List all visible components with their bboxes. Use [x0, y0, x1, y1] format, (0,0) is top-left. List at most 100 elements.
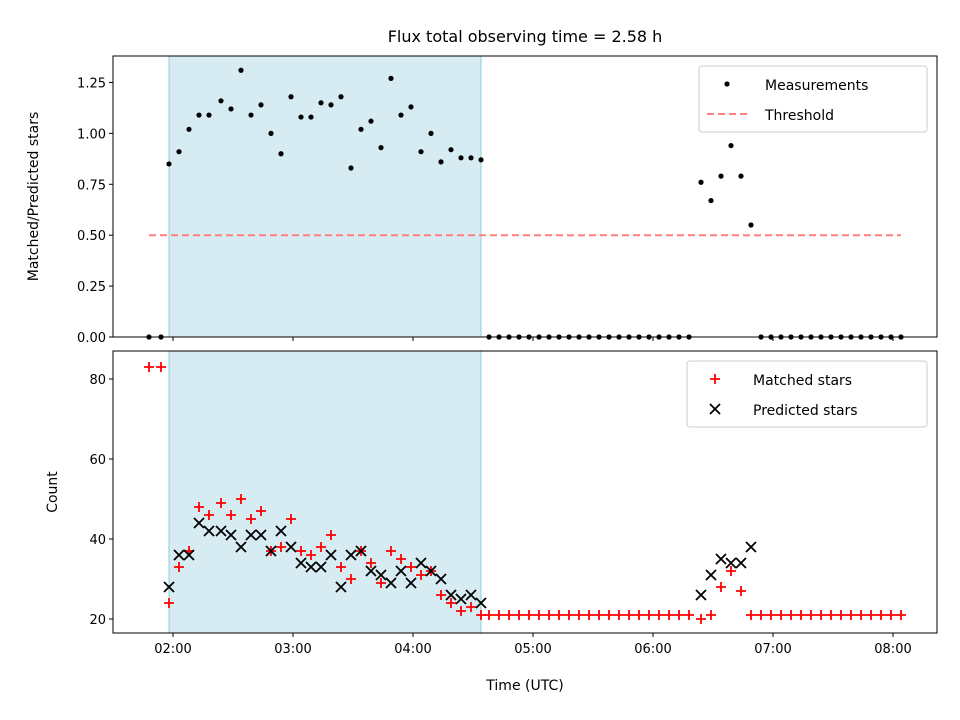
measurement-point	[318, 100, 324, 106]
matched-star-point	[806, 610, 816, 620]
measurement-point	[186, 126, 192, 132]
x-axis-label: Time (UTC)	[485, 678, 563, 694]
measurement-point	[328, 102, 334, 108]
predicted-star-point	[305, 561, 317, 573]
predicted-star-point	[445, 589, 457, 601]
predicted-star-point	[215, 525, 227, 537]
ratio-axes-frame	[112, 55, 938, 338]
matched-star-point	[594, 610, 604, 620]
measurement-point	[348, 165, 354, 171]
legend-predicted-handle	[709, 403, 721, 415]
predicted-star-point	[695, 589, 707, 601]
measurement-point	[218, 98, 224, 104]
measurement-point	[196, 112, 202, 118]
predicted-star-point	[295, 557, 307, 569]
predicted-star-point	[315, 561, 327, 573]
matched-star-point	[236, 494, 246, 504]
count-legend-box	[686, 360, 928, 428]
matched-star-point	[836, 610, 846, 620]
predicted-star-point	[345, 549, 357, 561]
predicted-star-point	[245, 529, 257, 541]
matched-star-point	[674, 610, 684, 620]
measurement-point	[248, 112, 254, 118]
predicted-star-point	[405, 577, 417, 589]
matched-star-point	[286, 514, 296, 524]
measurement-point	[728, 142, 734, 149]
predicted-star-point	[395, 565, 407, 577]
matched-star-point	[396, 554, 406, 564]
matched-star-point	[684, 610, 694, 620]
measurement-point	[438, 159, 444, 165]
predicted-star-point	[203, 525, 215, 537]
matched-star-point	[634, 610, 644, 620]
matched-star-point	[336, 562, 346, 572]
count-axes-frame	[112, 350, 938, 634]
matched-star-point	[216, 498, 226, 508]
matched-star-point	[726, 566, 736, 576]
measurement-point	[206, 112, 212, 118]
matched-star-point	[276, 542, 286, 552]
predicted-star-point	[725, 557, 737, 569]
ratio-y-axis-label: Matched/Predicted stars	[26, 112, 42, 282]
ratio-legend: Measurements Threshold	[698, 65, 928, 133]
ratio-legend-box	[698, 65, 928, 133]
predicted-star-point	[275, 525, 287, 537]
predicted-star-point	[225, 529, 237, 541]
ratio-y-tick-label: 0.75	[77, 178, 106, 193]
predicted-star-point	[335, 581, 347, 593]
count-legend: Matched stars Predicted stars	[686, 360, 928, 428]
legend-measurement-handle	[724, 81, 730, 87]
matched-star-point	[654, 610, 664, 620]
predicted-star-point	[163, 581, 175, 593]
matched-star-point	[306, 550, 316, 560]
legend-label: Threshold	[764, 108, 834, 124]
measurement-point	[468, 155, 474, 161]
x-tick-label: 04:00	[394, 642, 431, 657]
matched-star-point	[164, 598, 174, 608]
matched-star-point	[746, 610, 756, 620]
predicted-star-point	[355, 545, 367, 557]
matched-star-point	[174, 562, 184, 572]
count-y-tick-label: 60	[89, 453, 106, 468]
measurement-point	[278, 151, 284, 157]
matched-star-point	[716, 582, 726, 592]
matched-star-point	[816, 610, 826, 620]
chart-title: Flux total observing time = 2.58 h	[388, 27, 663, 46]
measurement-point	[698, 179, 704, 185]
matched-star-point	[846, 610, 856, 620]
matched-star-point	[624, 610, 634, 620]
measurement-point	[378, 145, 384, 151]
matched-star-point	[416, 570, 426, 580]
measurement-point	[748, 222, 754, 228]
matched-star-point	[706, 610, 716, 620]
measurement-point	[458, 155, 464, 161]
measurement-point	[238, 67, 244, 73]
x-tick-label: 03:00	[274, 642, 311, 657]
predicted-star-point	[745, 541, 757, 553]
x-tick-label: 05:00	[514, 642, 551, 657]
predicted-star-point	[285, 541, 297, 553]
legend-label: Measurements	[765, 78, 868, 94]
measurement-point	[708, 197, 714, 204]
x-tick-label: 07:00	[754, 642, 791, 657]
ratio-y-tick-label: 0.00	[77, 331, 106, 346]
count-observing-span	[168, 350, 482, 634]
x-tick-label: 02:00	[154, 642, 191, 657]
count-y-tick-label: 40	[89, 533, 106, 548]
predicted-star-point	[173, 549, 185, 561]
count-y-tick-label: 80	[89, 373, 106, 388]
matched-star-point	[896, 610, 906, 620]
measurement-point	[358, 126, 364, 132]
matched-star-point	[376, 578, 386, 588]
matched-star-point	[584, 610, 594, 620]
predicted-star-point	[325, 549, 337, 561]
predicted-star-point	[265, 545, 277, 557]
matched-star-point	[406, 562, 416, 572]
measurement-point	[166, 161, 172, 167]
predicted-star-point	[465, 589, 477, 601]
measurement-point	[268, 130, 274, 136]
predicted-star-point	[435, 573, 447, 585]
predicted-star-point	[425, 565, 437, 577]
matched-star-point	[756, 610, 766, 620]
